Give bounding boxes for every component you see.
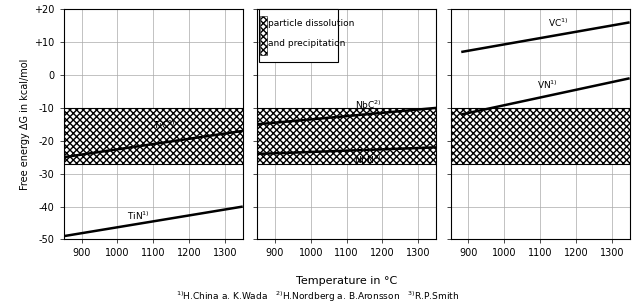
Bar — [257, 108, 436, 164]
Y-axis label: Free energy ΔG in kcal/mol: Free energy ΔG in kcal/mol — [20, 59, 30, 190]
Bar — [260, 16, 266, 55]
Text: TiC$^{1)}$: TiC$^{1)}$ — [153, 119, 175, 131]
Text: and precipitation: and precipitation — [268, 39, 345, 48]
Text: TiN$^{1)}$: TiN$^{1)}$ — [127, 210, 150, 222]
Bar — [259, 9, 338, 62]
Bar — [450, 108, 630, 164]
Text: VN$^{1)}$: VN$^{1)}$ — [537, 79, 558, 91]
Text: Temperature in °C: Temperature in °C — [296, 275, 398, 286]
Bar — [64, 108, 243, 164]
Text: particle dissolution: particle dissolution — [268, 19, 354, 28]
Text: $^{1)}$H.China a. K.Wada   $^{2)}$H.Nordberg a. B.Aronsson   $^{3)}$R.P.Smith: $^{1)}$H.China a. K.Wada $^{2)}$H.Nordbe… — [176, 290, 460, 304]
Text: VC$^{1)}$: VC$^{1)}$ — [548, 17, 568, 29]
Text: NbN$^{3)}$: NbN$^{3)}$ — [354, 154, 382, 166]
Text: NbC$^{2)}$: NbC$^{2)}$ — [355, 99, 382, 111]
